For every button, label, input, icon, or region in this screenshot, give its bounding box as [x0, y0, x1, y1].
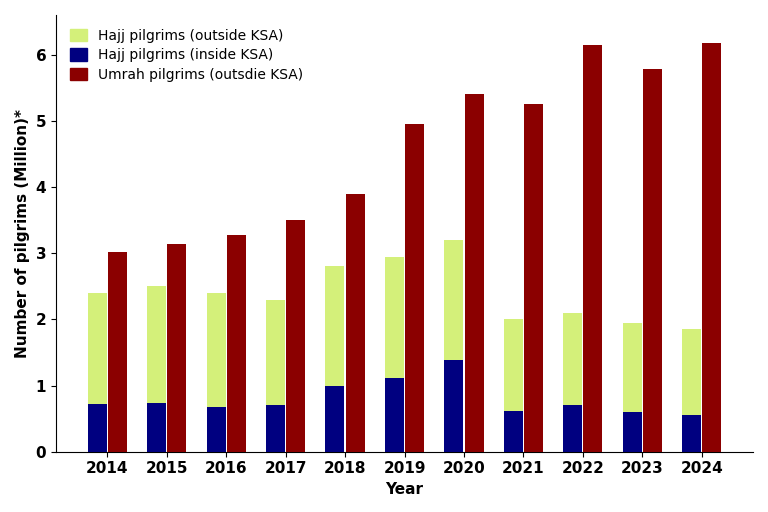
- Bar: [445, 240, 463, 360]
- Bar: [147, 286, 166, 403]
- Bar: [623, 412, 642, 452]
- Bar: [147, 403, 166, 452]
- Bar: [346, 194, 365, 452]
- Bar: [445, 360, 463, 452]
- Bar: [504, 319, 523, 411]
- Bar: [702, 43, 721, 452]
- Bar: [207, 407, 226, 452]
- Bar: [563, 406, 582, 452]
- Bar: [88, 293, 107, 404]
- Bar: [266, 300, 285, 406]
- Bar: [207, 293, 226, 407]
- Bar: [227, 234, 246, 452]
- Bar: [167, 244, 187, 452]
- Bar: [682, 415, 701, 452]
- Bar: [88, 404, 107, 452]
- Bar: [326, 266, 345, 386]
- Bar: [504, 411, 523, 452]
- Bar: [405, 123, 424, 452]
- Bar: [563, 313, 582, 406]
- Bar: [643, 69, 662, 452]
- Bar: [623, 323, 642, 412]
- Bar: [385, 378, 404, 452]
- Bar: [286, 220, 305, 452]
- Bar: [584, 45, 602, 452]
- Bar: [682, 329, 701, 415]
- Bar: [326, 386, 345, 452]
- Y-axis label: Number of pilgrims (Million)*: Number of pilgrims (Million)*: [15, 109, 30, 358]
- X-axis label: Year: Year: [386, 482, 423, 497]
- Bar: [385, 257, 404, 378]
- Legend: Hajj pilgrims (outside KSA), Hajj pilgrims (inside KSA), Umrah pilgrims (outsdie: Hajj pilgrims (outside KSA), Hajj pilgri…: [63, 22, 310, 89]
- Bar: [465, 94, 484, 452]
- Bar: [108, 252, 127, 452]
- Bar: [524, 104, 543, 452]
- Bar: [266, 406, 285, 452]
